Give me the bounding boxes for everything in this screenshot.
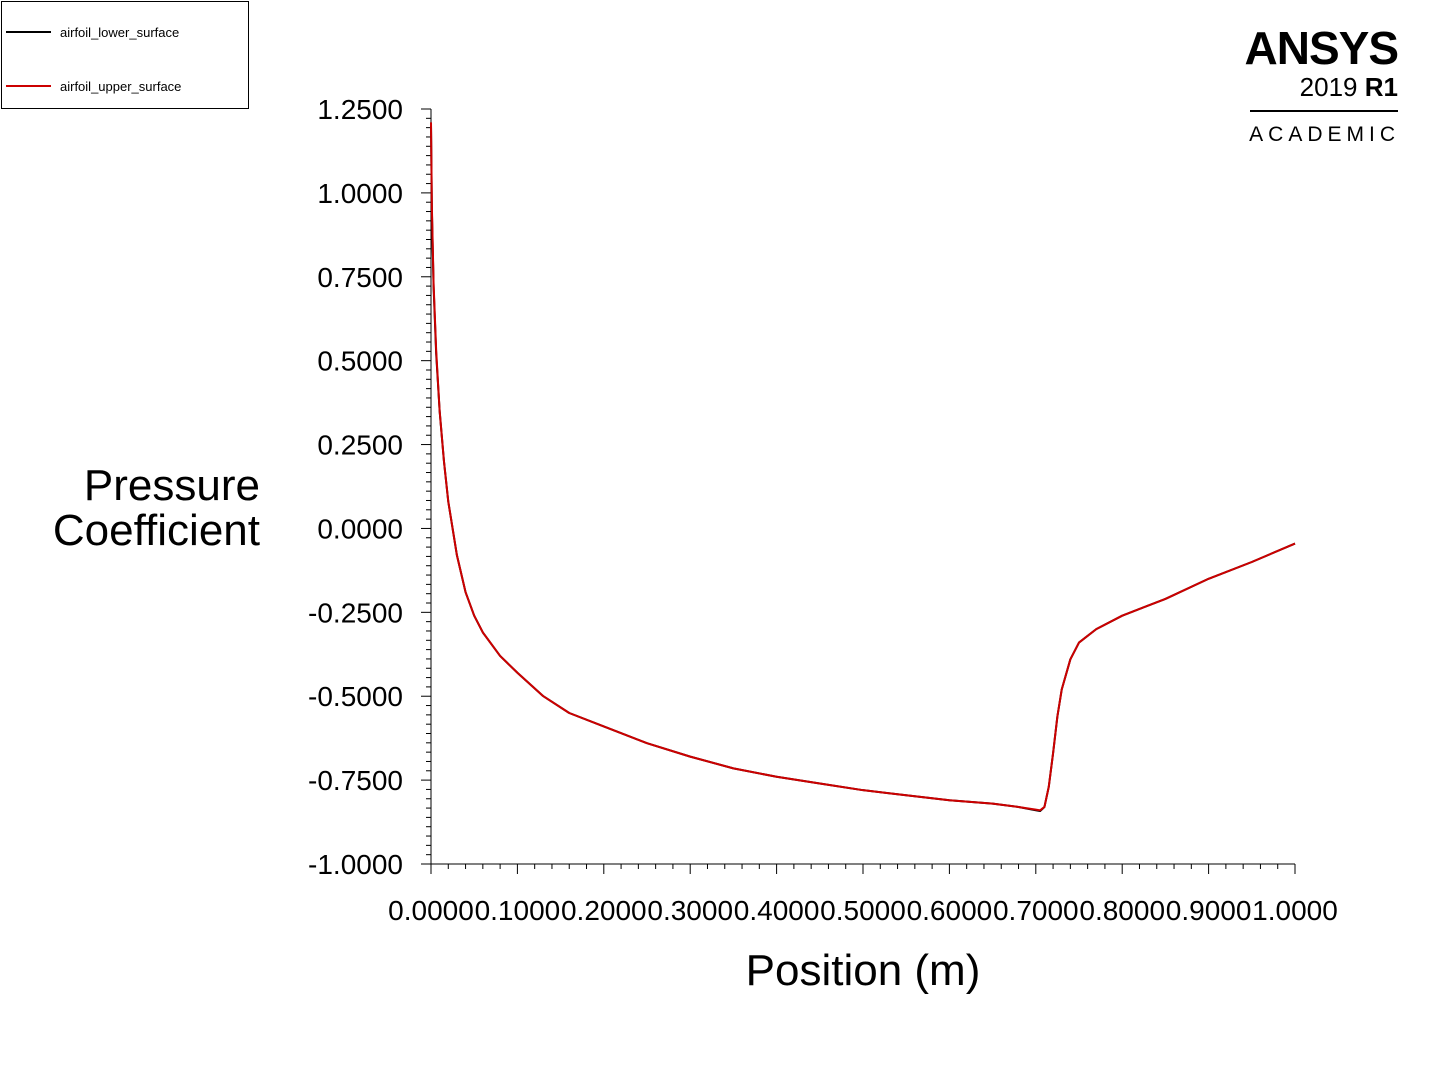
y-tick-label: -0.7500 [308, 765, 403, 796]
axes: 1.2500 1.0000 0.7500 0.5000 0.2500 0.0000 -0.2… [308, 94, 1338, 926]
legend-label-upper-surface: airfoil_upper_surface [60, 78, 182, 94]
x-tick-label: 0.7000 [993, 895, 1079, 926]
legend-label-lower-surface: airfoil_lower_surface [60, 24, 180, 40]
legend: airfoil_lower_surface airfoil_upper_surf… [1, 1, 249, 109]
y-axis-title: Pressure Coefficient [20, 463, 260, 553]
y-tick-label: -0.5000 [308, 681, 403, 712]
x-tick-label: 0.5000 [820, 895, 906, 926]
y-tick-label: 0.5000 [317, 346, 403, 377]
y-tick-label: 0.7500 [317, 262, 403, 293]
y-axis-title-line-1: Pressure [83, 461, 260, 510]
y-tick-label: 1.0000 [317, 178, 403, 209]
legend-swatch-upper-surface [6, 85, 51, 87]
logo-version: 2019 R1 [1300, 72, 1398, 102]
y-tick-label: 0.0000 [317, 513, 403, 544]
x-tick-label: 1.0000 [1252, 895, 1338, 926]
series-line-airfoil-upper-surface [430, 122, 1296, 812]
legend-item-lower-surface: airfoil_lower_surface [6, 24, 179, 40]
x-axis-title: Position (m) [745, 946, 981, 995]
y-tick-label: 0.2500 [317, 430, 403, 461]
x-tick-label: 0.9000 [1166, 895, 1252, 926]
y-tick-label: -1.0000 [308, 849, 403, 880]
logo-divider [1250, 110, 1398, 112]
x-tick-label: 0.0000 [388, 895, 474, 926]
series-group [430, 122, 1296, 812]
logo-version-year: 2019 [1299, 72, 1358, 102]
legend-swatch-lower-surface [6, 31, 51, 33]
logo-name: ANSYS [1244, 22, 1399, 74]
x-tick-label: 0.1000 [475, 895, 561, 926]
x-tick-label: 0.2000 [561, 895, 647, 926]
x-tick-label: 0.4000 [734, 895, 820, 926]
y-tick-label: 1.2500 [317, 94, 403, 125]
x-tick-label: 0.6000 [907, 895, 993, 926]
logo-version-release: R1 [1364, 72, 1398, 102]
legend-item-upper-surface: airfoil_upper_surface [6, 78, 181, 94]
x-tick-label: 0.8000 [1079, 895, 1165, 926]
y-tick-label: -0.2500 [308, 597, 403, 628]
y-axis-title-line-2: Coefficient [52, 506, 260, 555]
logo-edition: ACADEMIC [1249, 123, 1400, 146]
x-tick-label: 0.3000 [647, 895, 733, 926]
